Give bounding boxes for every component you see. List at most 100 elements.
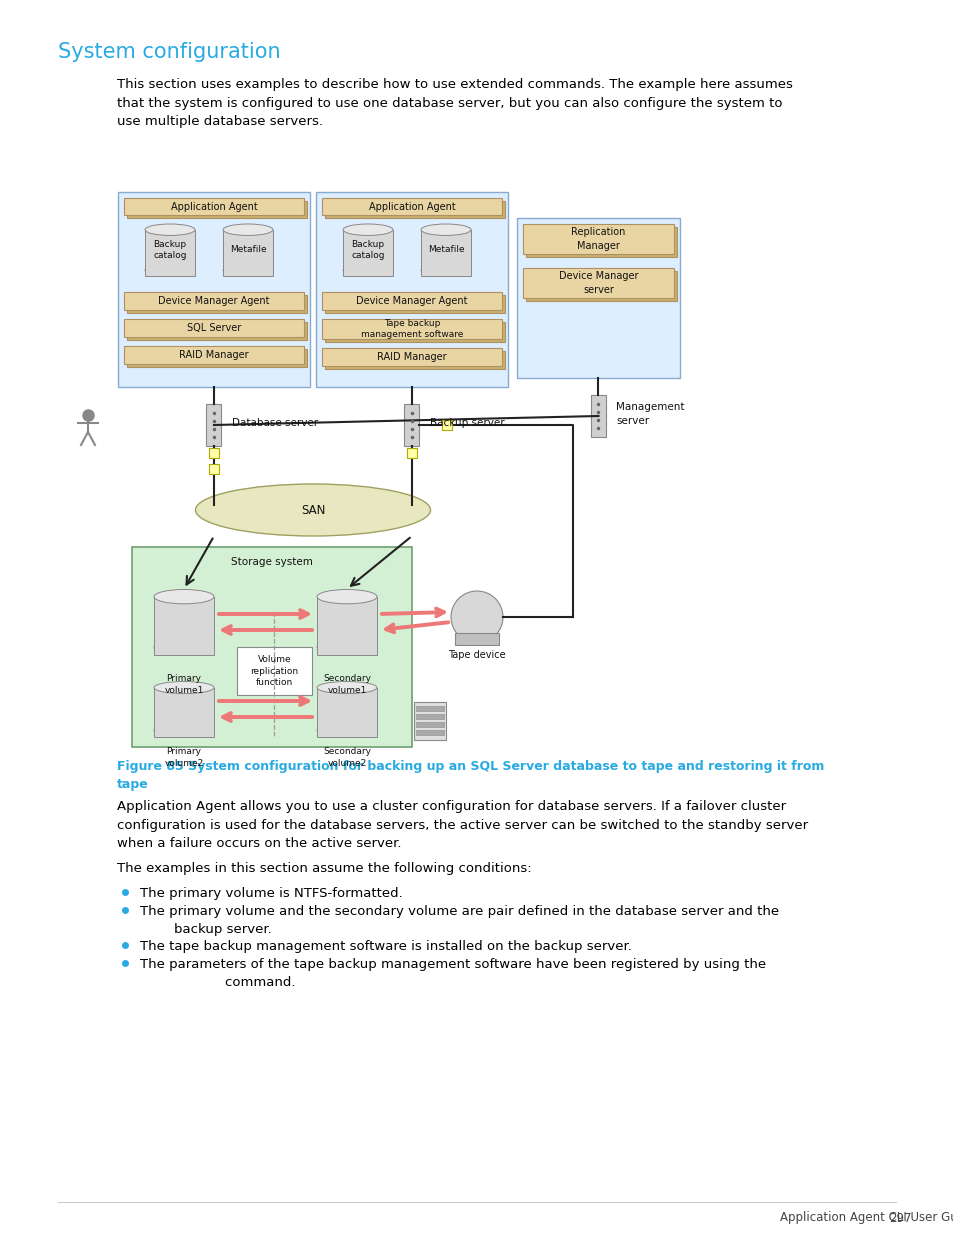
FancyBboxPatch shape bbox=[407, 448, 416, 458]
FancyBboxPatch shape bbox=[455, 634, 498, 645]
FancyBboxPatch shape bbox=[416, 706, 443, 711]
FancyBboxPatch shape bbox=[127, 295, 307, 312]
Text: Database server: Database server bbox=[232, 417, 317, 429]
Text: Replication
Manager: Replication Manager bbox=[571, 227, 625, 251]
FancyBboxPatch shape bbox=[517, 219, 679, 378]
FancyBboxPatch shape bbox=[325, 295, 504, 312]
Text: RAID Manager: RAID Manager bbox=[376, 352, 446, 362]
FancyBboxPatch shape bbox=[343, 230, 393, 275]
Text: This section uses examples to describe how to use extended commands. The example: This section uses examples to describe h… bbox=[117, 78, 792, 128]
Text: Backup
catalog: Backup catalog bbox=[153, 240, 187, 261]
FancyBboxPatch shape bbox=[322, 198, 501, 215]
FancyBboxPatch shape bbox=[223, 230, 273, 275]
Text: System configuration: System configuration bbox=[58, 42, 280, 62]
FancyBboxPatch shape bbox=[124, 346, 304, 364]
Text: Application Agent allows you to use a cluster configuration for database servers: Application Agent allows you to use a cl… bbox=[117, 800, 807, 850]
FancyBboxPatch shape bbox=[416, 730, 443, 735]
Ellipse shape bbox=[153, 725, 213, 736]
Text: The tape backup management software is installed on the backup server.: The tape backup management software is i… bbox=[140, 940, 631, 953]
Text: The primary volume and the secondary volume are pair defined in the database ser: The primary volume and the secondary vol… bbox=[140, 905, 779, 936]
Text: The primary volume is NTFS-formatted.: The primary volume is NTFS-formatted. bbox=[140, 887, 402, 900]
Ellipse shape bbox=[316, 682, 376, 694]
FancyBboxPatch shape bbox=[315, 191, 507, 387]
FancyBboxPatch shape bbox=[127, 322, 307, 340]
FancyBboxPatch shape bbox=[416, 714, 443, 719]
FancyBboxPatch shape bbox=[153, 597, 213, 655]
Ellipse shape bbox=[343, 264, 393, 275]
FancyBboxPatch shape bbox=[414, 701, 446, 740]
Ellipse shape bbox=[316, 640, 376, 655]
Ellipse shape bbox=[316, 589, 376, 604]
Ellipse shape bbox=[153, 682, 213, 694]
Text: Tape device: Tape device bbox=[448, 650, 505, 659]
FancyBboxPatch shape bbox=[236, 647, 312, 695]
Text: Application Agent CLI User Guide: Application Agent CLI User Guide bbox=[780, 1212, 953, 1224]
FancyBboxPatch shape bbox=[124, 319, 304, 337]
Ellipse shape bbox=[145, 264, 194, 275]
Text: Device Manager Agent: Device Manager Agent bbox=[158, 296, 270, 306]
Ellipse shape bbox=[420, 224, 471, 236]
FancyBboxPatch shape bbox=[322, 319, 501, 338]
Ellipse shape bbox=[153, 640, 213, 655]
FancyBboxPatch shape bbox=[522, 224, 673, 254]
Text: Device Manager Agent: Device Manager Agent bbox=[355, 296, 467, 306]
FancyBboxPatch shape bbox=[124, 198, 304, 215]
FancyBboxPatch shape bbox=[209, 464, 219, 474]
FancyBboxPatch shape bbox=[420, 230, 471, 275]
Text: Device Manager
server: Device Manager server bbox=[558, 272, 638, 295]
Text: Primary
volume1: Primary volume1 bbox=[164, 674, 204, 695]
FancyBboxPatch shape bbox=[441, 420, 452, 430]
Text: The examples in this section assume the following conditions:: The examples in this section assume the … bbox=[117, 862, 531, 876]
Text: Secondary
volume1: Secondary volume1 bbox=[323, 674, 371, 695]
FancyBboxPatch shape bbox=[416, 722, 443, 727]
Ellipse shape bbox=[223, 264, 273, 275]
FancyBboxPatch shape bbox=[525, 270, 677, 301]
FancyBboxPatch shape bbox=[127, 350, 307, 367]
FancyBboxPatch shape bbox=[206, 404, 221, 446]
FancyBboxPatch shape bbox=[209, 448, 219, 458]
FancyBboxPatch shape bbox=[322, 291, 501, 310]
Text: Application Agent: Application Agent bbox=[171, 201, 257, 211]
Text: Management
server: Management server bbox=[616, 403, 684, 426]
FancyBboxPatch shape bbox=[127, 201, 307, 219]
Text: The parameters of the tape backup management software have been registered by us: The parameters of the tape backup manage… bbox=[140, 958, 765, 989]
FancyBboxPatch shape bbox=[153, 688, 213, 736]
FancyBboxPatch shape bbox=[325, 322, 504, 342]
FancyBboxPatch shape bbox=[118, 191, 310, 387]
Text: Application Agent: Application Agent bbox=[368, 201, 455, 211]
Text: Tape backup
management software: Tape backup management software bbox=[360, 319, 463, 340]
FancyBboxPatch shape bbox=[325, 201, 504, 219]
FancyBboxPatch shape bbox=[522, 268, 673, 298]
Ellipse shape bbox=[223, 224, 273, 236]
Text: Primary
volume2: Primary volume2 bbox=[164, 747, 203, 768]
Text: Backup server: Backup server bbox=[430, 417, 504, 429]
Text: SAN: SAN bbox=[300, 504, 325, 516]
Ellipse shape bbox=[153, 589, 213, 604]
FancyBboxPatch shape bbox=[316, 597, 376, 655]
FancyBboxPatch shape bbox=[404, 404, 419, 446]
Text: Figure 85 System configuration for backing up an SQL Server database to tape and: Figure 85 System configuration for backi… bbox=[117, 760, 823, 790]
Text: Volume
replication
function: Volume replication function bbox=[251, 655, 298, 688]
FancyBboxPatch shape bbox=[145, 230, 194, 275]
FancyBboxPatch shape bbox=[316, 688, 376, 736]
Text: Metafile: Metafile bbox=[427, 246, 464, 254]
Text: 297: 297 bbox=[888, 1212, 910, 1224]
Ellipse shape bbox=[343, 224, 393, 236]
FancyBboxPatch shape bbox=[132, 547, 412, 747]
FancyBboxPatch shape bbox=[322, 348, 501, 366]
Ellipse shape bbox=[145, 224, 194, 236]
Text: Backup
catalog: Backup catalog bbox=[351, 240, 384, 261]
Ellipse shape bbox=[195, 484, 430, 536]
Text: RAID Manager: RAID Manager bbox=[179, 350, 249, 359]
Text: Secondary
volume2: Secondary volume2 bbox=[323, 747, 371, 768]
FancyBboxPatch shape bbox=[525, 227, 677, 257]
Text: Metafile: Metafile bbox=[230, 246, 266, 254]
Text: SQL Server: SQL Server bbox=[187, 324, 241, 333]
FancyBboxPatch shape bbox=[325, 351, 504, 369]
Ellipse shape bbox=[420, 264, 471, 275]
Ellipse shape bbox=[316, 725, 376, 736]
Text: Storage system: Storage system bbox=[231, 557, 313, 567]
Ellipse shape bbox=[451, 592, 502, 643]
FancyBboxPatch shape bbox=[590, 395, 605, 437]
FancyBboxPatch shape bbox=[124, 291, 304, 310]
